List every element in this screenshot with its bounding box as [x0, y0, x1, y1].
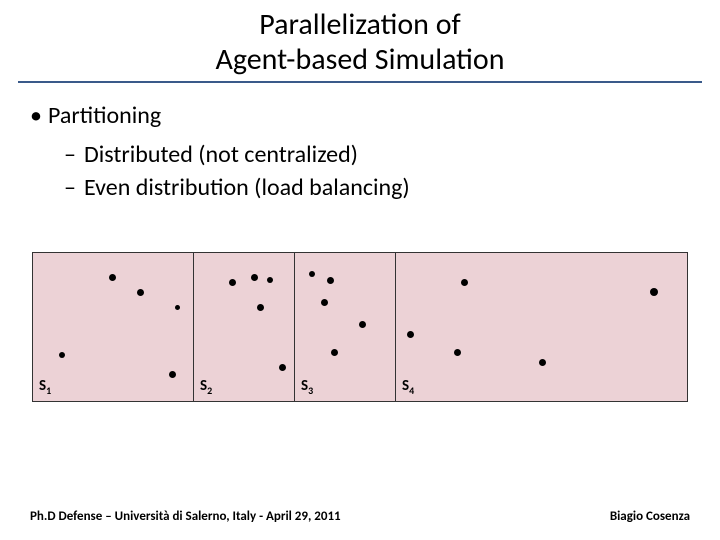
agent-dot: [257, 304, 264, 311]
bullet-text-1a: Distributed (not centralized): [84, 140, 358, 169]
bullet-level2: – Distributed (not centralized): [64, 140, 690, 169]
footer-right: Biagio Cosenza: [610, 509, 690, 524]
agent-dot: [137, 289, 144, 296]
agent-dot: [454, 349, 461, 356]
agent-dot: [650, 288, 658, 296]
partition-label: S2: [200, 377, 212, 397]
slide-body: • Partitioning – Distributed (not centra…: [0, 83, 720, 202]
agent-dot: [109, 274, 116, 281]
dash-symbol: –: [64, 140, 84, 169]
agent-dot: [229, 279, 236, 286]
partition-diagram: S1 S2 S3 S4: [32, 252, 688, 402]
bullet-text-1: Partitioning: [48, 101, 161, 130]
agent-dot: [251, 274, 258, 281]
agent-dot: [539, 359, 546, 366]
bullet-text-1b: Even distribution (load balancing): [84, 173, 410, 202]
agent-dot: [359, 321, 366, 328]
agent-dot: [279, 364, 286, 371]
bullet-level2: – Even distribution (load balancing): [64, 173, 690, 202]
agent-dot: [175, 305, 180, 310]
slide-footer: Ph.D Defense – Università di Salerno, It…: [0, 509, 720, 524]
slide-title-line2: Agent-based Simulation: [0, 43, 720, 78]
agent-dot: [327, 277, 334, 284]
slide-title-line1: Parallelization of: [0, 8, 720, 43]
agent-dot: [461, 279, 468, 286]
agent-dot: [321, 299, 328, 306]
agent-dot: [267, 277, 273, 283]
agent-dot: [309, 271, 315, 277]
bullet-level1: • Partitioning: [30, 101, 690, 130]
agent-dot: [407, 331, 414, 338]
partition-label: S4: [402, 377, 414, 397]
agent-dot: [331, 349, 338, 356]
agent-dot: [169, 371, 176, 378]
partition-label: S3: [301, 377, 313, 397]
partition-label: S1: [39, 377, 51, 397]
agent-dot: [59, 352, 65, 358]
partition-region: S2: [193, 252, 295, 402]
partition-region: S4: [395, 252, 688, 402]
bullet-symbol: •: [30, 101, 48, 130]
dash-symbol: –: [64, 173, 84, 202]
footer-left: Ph.D Defense – Università di Salerno, It…: [30, 509, 341, 524]
slide-title-block: Parallelization of Agent-based Simulatio…: [0, 0, 720, 83]
